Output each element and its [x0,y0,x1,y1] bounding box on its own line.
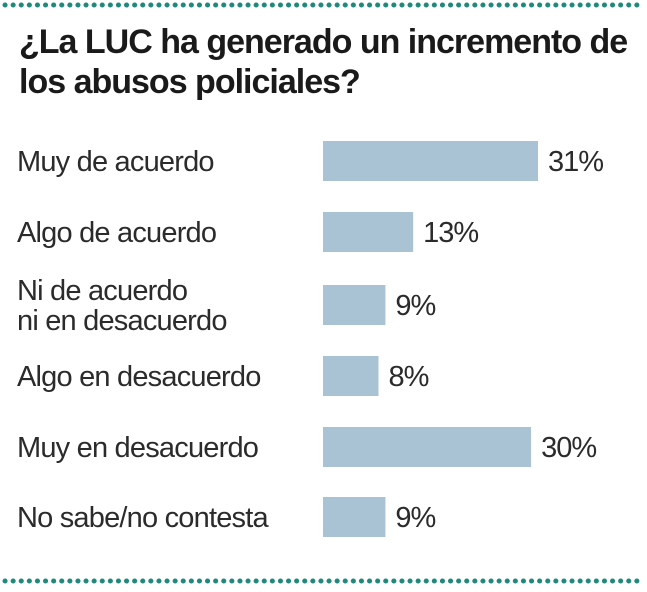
bar-4 [323,427,532,467]
category-label-3: Algo en desacuerdo [17,361,261,393]
category-label-2-line-0: Ni de acuerdo [17,275,187,307]
bar-3 [323,356,379,396]
bar-5 [323,497,386,537]
category-label-5: No sabe/no contesta [17,502,269,534]
bar-0 [323,141,538,181]
bar-1 [323,212,414,252]
value-label-5: 9% [395,502,435,534]
category-label-0: Muy de acuerdo [17,146,214,178]
value-label-2: 9% [395,290,435,322]
bottom-dotted-border [2,578,644,584]
value-label-0: 31% [548,146,603,178]
top-dotted-border [2,2,644,8]
category-label-4: Muy en desacuerdo [17,432,258,464]
chart-title: ¿La LUC ha generado un incremento de los… [19,23,628,101]
category-label-1: Algo de acuerdo [17,217,216,249]
value-label-4: 30% [541,432,596,464]
value-label-1: 13% [423,217,478,249]
category-label-2-line-1: ni en desacuerdo [17,305,227,337]
value-label-3: 8% [388,361,428,393]
bar-2 [323,285,386,325]
